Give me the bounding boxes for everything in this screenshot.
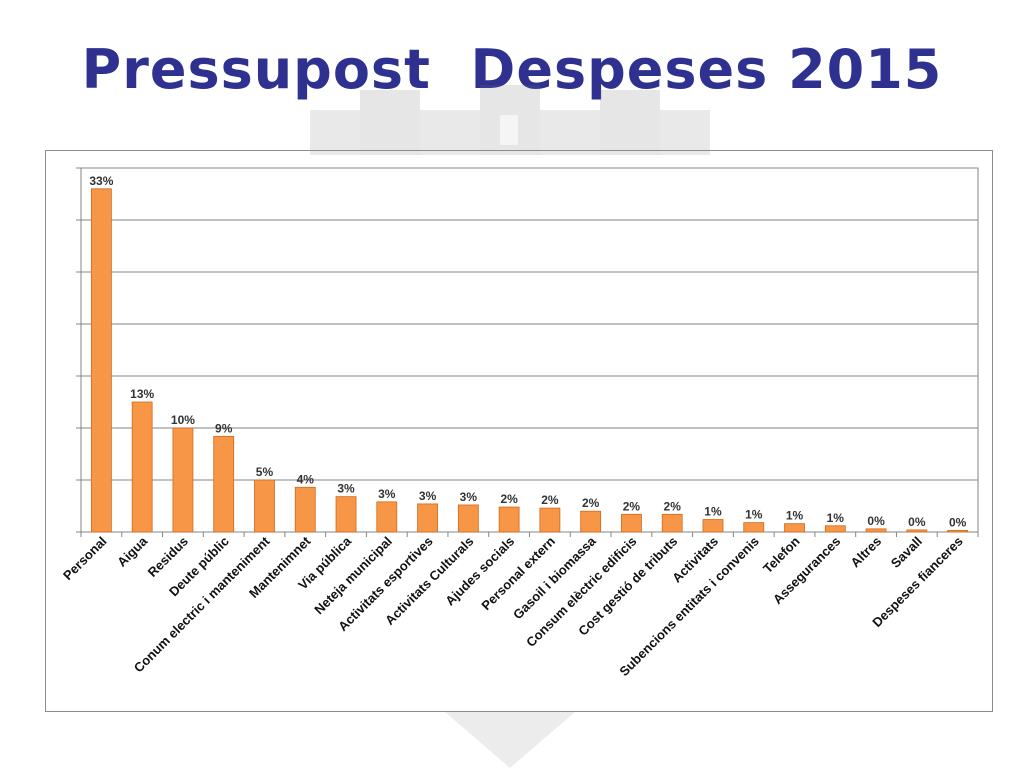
castle-watermark-icon: [310, 85, 710, 155]
data-label: 1%: [827, 511, 845, 525]
bar: [172, 427, 194, 533]
x-tick-label: Altres: [848, 534, 885, 571]
bar: [621, 513, 642, 533]
data-label: 33%: [89, 174, 113, 188]
data-label: 2%: [541, 493, 559, 507]
bar: [254, 479, 275, 533]
data-label: 2%: [664, 499, 682, 513]
data-label: 2%: [623, 499, 641, 513]
data-label: 1%: [786, 509, 804, 523]
bar: [947, 530, 969, 533]
data-label: 0%: [949, 515, 967, 529]
bar: [865, 528, 887, 533]
bar: [580, 510, 602, 533]
bar: [824, 525, 846, 533]
bar: [784, 523, 805, 533]
bar: [90, 188, 112, 533]
bar: [417, 503, 438, 533]
data-label: 1%: [704, 505, 722, 519]
data-label: 3%: [419, 489, 437, 503]
data-label: 3%: [460, 490, 478, 504]
data-label: 1%: [745, 508, 763, 522]
data-label: 10%: [171, 413, 195, 427]
page-title: Pressupost Despeses 2015: [81, 38, 943, 101]
data-label: 2%: [582, 496, 600, 510]
bar: [294, 486, 316, 533]
bar: [131, 401, 153, 533]
data-label: 3%: [378, 487, 396, 501]
bar: [457, 504, 479, 533]
data-label: 0%: [908, 515, 926, 529]
bar: [213, 435, 235, 533]
data-label: 13%: [130, 387, 154, 401]
bar: [906, 529, 928, 533]
bar: [376, 501, 398, 533]
data-label: 0%: [867, 514, 885, 528]
bar: [539, 507, 561, 533]
x-tick-label: Personal extern: [478, 533, 558, 613]
shield-watermark-icon: [445, 712, 575, 768]
data-label: 5%: [256, 465, 274, 479]
data-label: 3%: [337, 482, 355, 496]
data-label: 2%: [500, 492, 518, 506]
chart-frame: 33% Personal 13% Aigua 10% Residus 9% Deute púb…: [45, 150, 993, 712]
bar: [498, 506, 520, 533]
data-label: 4%: [297, 472, 315, 486]
bar: [661, 513, 683, 533]
data-label: 9%: [215, 421, 233, 435]
x-tick-label: Aigua: [114, 533, 151, 570]
bar: [335, 496, 357, 533]
bar: [702, 519, 724, 533]
bar: [743, 522, 765, 533]
x-tick-label: Savall: [888, 534, 925, 571]
x-tick-label: Personal: [60, 534, 109, 583]
